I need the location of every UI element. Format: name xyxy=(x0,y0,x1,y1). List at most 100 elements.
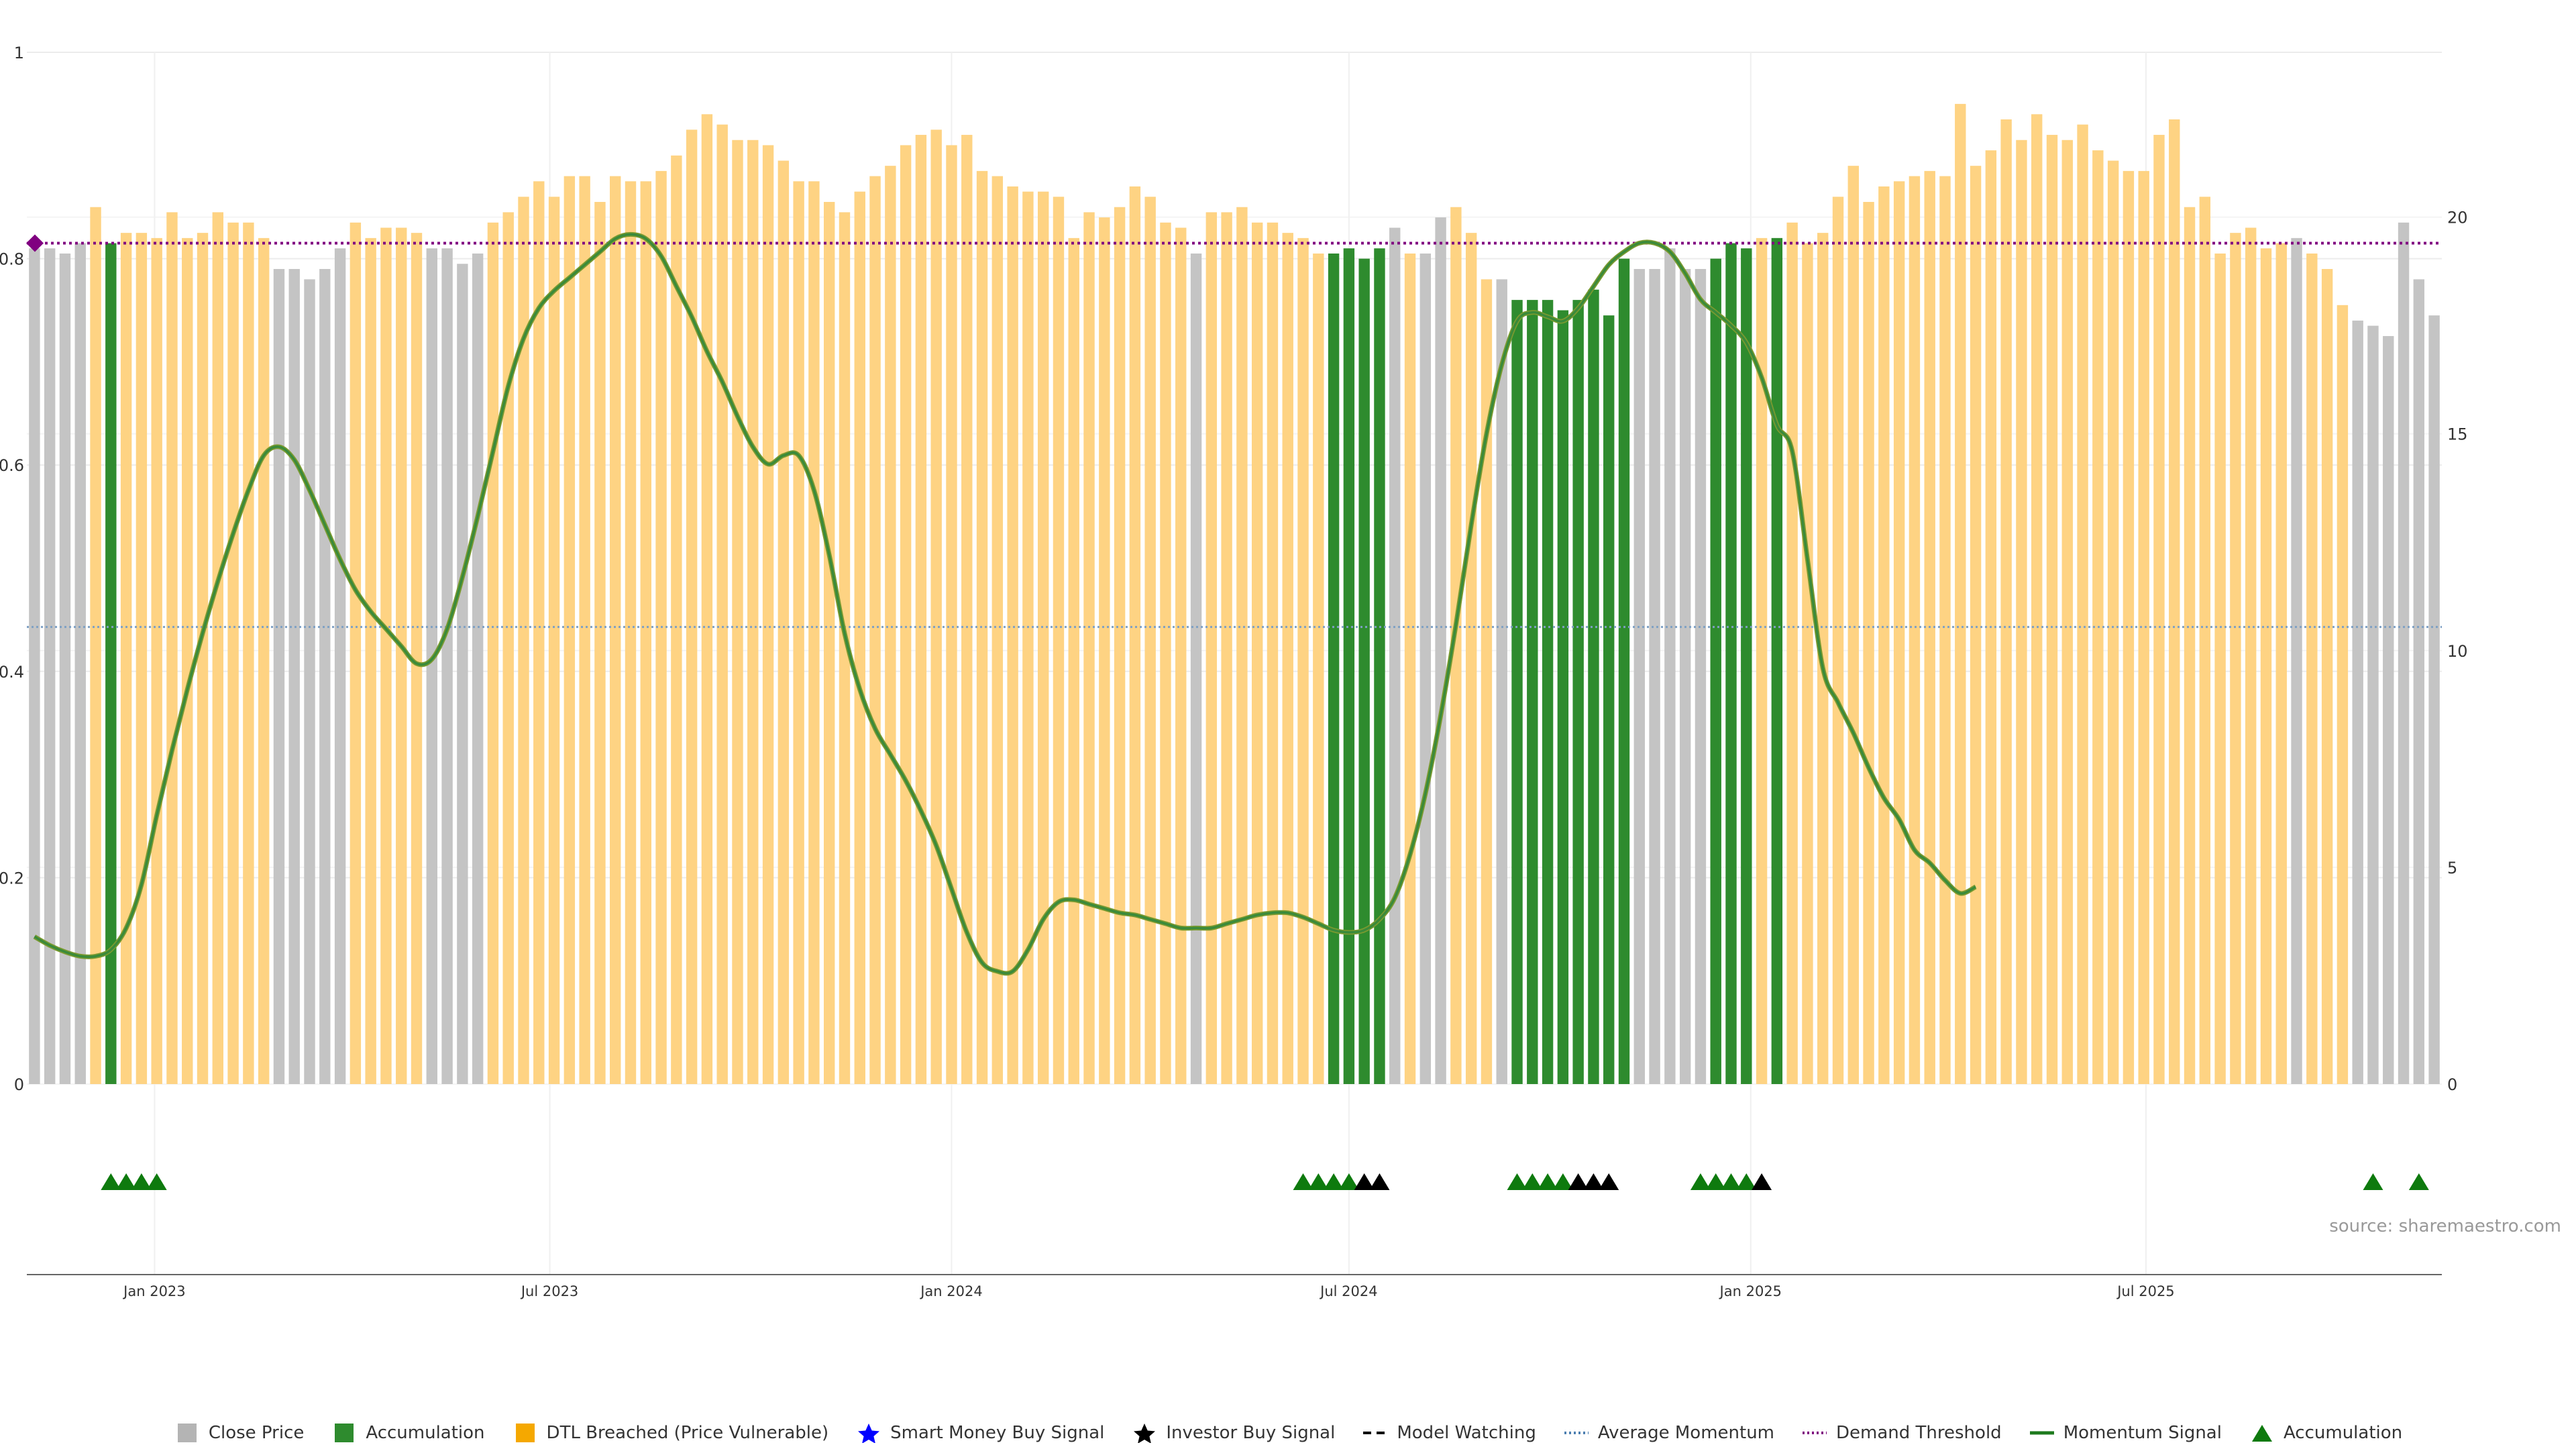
legend-label: Smart Money Buy Signal xyxy=(890,1423,1105,1443)
price-bar xyxy=(625,181,637,1084)
price-bar xyxy=(1175,227,1187,1085)
price-bar xyxy=(915,135,927,1084)
price-bar xyxy=(2260,248,2272,1085)
accumulation-marker xyxy=(101,1173,121,1190)
price-bar xyxy=(2275,243,2287,1084)
accumulation-marker xyxy=(1522,1173,1543,1190)
price-bar xyxy=(74,243,86,1084)
investor-buy-marker xyxy=(1599,1173,1619,1190)
legend-label: Investor Buy Signal xyxy=(1166,1423,1336,1443)
price-bar xyxy=(457,264,468,1084)
price-bar xyxy=(212,212,224,1084)
x-axis-tick-label: Jan 2023 xyxy=(122,1283,186,1299)
legend-swatch-line-icon xyxy=(2029,1431,2054,1435)
price-bar xyxy=(1114,207,1126,1085)
x-axis-tick-label: Jul 2025 xyxy=(2116,1283,2174,1299)
price-bar xyxy=(2199,197,2211,1084)
price-bar xyxy=(2337,305,2349,1084)
price-bar xyxy=(1695,268,1707,1085)
accumulation-marker xyxy=(1338,1173,1359,1190)
price-bar xyxy=(1527,300,1538,1084)
legend-item: Momentum Signal xyxy=(2029,1423,2222,1443)
price-bar xyxy=(594,202,606,1084)
price-bar xyxy=(701,114,713,1084)
price-bar xyxy=(90,207,101,1085)
price-bars xyxy=(29,103,2440,1085)
legend-item: Smart Money Buy Signal xyxy=(855,1423,1104,1443)
price-bar xyxy=(732,140,743,1085)
price-bar xyxy=(1129,186,1141,1085)
price-bar xyxy=(166,212,178,1084)
price-bar xyxy=(716,124,728,1084)
price-bar xyxy=(2230,233,2241,1084)
legend-label: Momentum Signal xyxy=(2063,1423,2222,1443)
price-bar xyxy=(1465,233,1477,1084)
price-bar xyxy=(1939,176,1951,1084)
price-bar xyxy=(1343,248,1355,1085)
price-bar xyxy=(2184,207,2196,1085)
price-bar xyxy=(1007,186,1018,1085)
price-bar xyxy=(793,181,804,1084)
price-bar xyxy=(1863,202,1874,1084)
price-bar xyxy=(380,227,392,1085)
price-bar xyxy=(2046,135,2058,1084)
legend-swatch-square-icon xyxy=(515,1424,535,1442)
price-bar xyxy=(334,248,346,1085)
price-bar xyxy=(243,222,254,1084)
price-bar xyxy=(1985,150,1997,1085)
price-bar xyxy=(2214,253,2226,1084)
price-bar xyxy=(1725,243,1737,1084)
legend-label: Demand Threshold xyxy=(1836,1423,2002,1443)
momentum-signal xyxy=(33,231,1977,976)
legend-item: Close Price xyxy=(174,1423,304,1443)
accumulation-marker xyxy=(131,1173,152,1190)
accumulation-marker xyxy=(1293,1173,1313,1190)
left-axis-tick-label: 0.2 xyxy=(0,869,24,888)
price-bar xyxy=(610,176,621,1084)
price-bar xyxy=(472,253,484,1084)
price-bar xyxy=(2398,222,2410,1084)
price-bar xyxy=(59,253,71,1084)
price-bar xyxy=(1664,248,1676,1085)
price-bar xyxy=(2306,253,2318,1084)
price-bar xyxy=(2169,119,2180,1085)
accumulation-marker xyxy=(1324,1173,1344,1190)
price-bar xyxy=(640,181,651,1084)
price-bar xyxy=(1633,268,1645,1085)
price-bar xyxy=(1786,222,1798,1084)
left-axis-tick-label: 0.6 xyxy=(0,456,24,475)
x-axis-tick-label: Jan 2024 xyxy=(919,1283,983,1299)
price-bar xyxy=(869,176,881,1084)
price-bar xyxy=(824,202,835,1084)
price-bar xyxy=(2413,279,2425,1084)
price-bar xyxy=(1832,197,1844,1084)
price-bar xyxy=(365,237,376,1085)
price-bar xyxy=(1893,181,1905,1084)
price-bar xyxy=(1435,217,1446,1085)
price-bar xyxy=(1756,237,1768,1085)
signal-markers xyxy=(101,1173,2429,1190)
price-bar xyxy=(2107,160,2119,1085)
investor-buy-marker xyxy=(1369,1173,1390,1190)
left-axis-tick-label: 1 xyxy=(14,44,24,62)
price-bar xyxy=(1603,315,1615,1085)
price-bar xyxy=(426,248,437,1085)
price-bar xyxy=(976,170,988,1084)
legend-swatch-dash-icon xyxy=(1363,1432,1388,1434)
price-bar xyxy=(2031,114,2043,1084)
reference-lines xyxy=(26,234,2442,629)
legend-swatch-square-icon xyxy=(177,1424,197,1442)
legend-label: Accumulation xyxy=(2283,1423,2403,1443)
price-bar xyxy=(1022,191,1034,1084)
price-bar xyxy=(930,129,942,1085)
price-bar xyxy=(1970,166,1982,1085)
price-bar xyxy=(1313,253,1324,1084)
price-bar xyxy=(2428,315,2440,1085)
legend-swatch-dotted-icon xyxy=(1803,1432,1827,1434)
legend-item: Average Momentum xyxy=(1563,1423,1774,1443)
left-axis-tick-label: 0.8 xyxy=(0,250,24,269)
x-axis-tick-label: Jul 2023 xyxy=(520,1283,578,1299)
price-bar xyxy=(1649,268,1660,1085)
price-bar xyxy=(1771,237,1783,1085)
price-bar xyxy=(961,135,973,1084)
